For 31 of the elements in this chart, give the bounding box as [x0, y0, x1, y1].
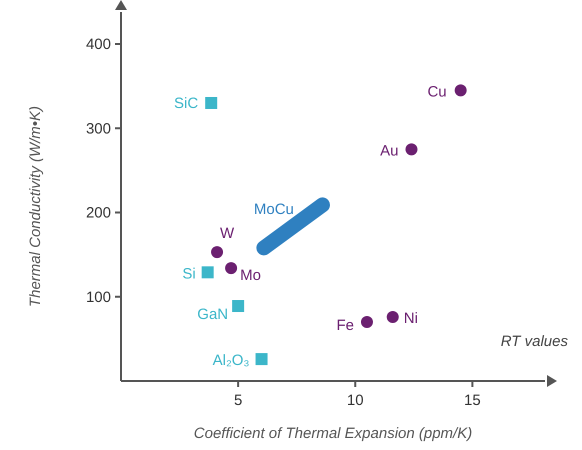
y-tick-label: 300	[86, 120, 111, 138]
series-label: MoCu	[254, 200, 294, 218]
y-tick-label: 400	[86, 36, 111, 54]
annotation: RT values	[500, 333, 568, 350]
annotation: GaN	[197, 306, 228, 324]
point	[232, 300, 244, 312]
annotation: Al₂O₃	[212, 352, 250, 370]
point	[202, 266, 214, 278]
annotation: W	[220, 225, 235, 242]
point	[386, 310, 399, 323]
point	[225, 262, 238, 274]
point	[405, 143, 418, 156]
annotation: SiC	[174, 94, 198, 112]
annotation: Ni	[404, 310, 418, 327]
point	[454, 84, 467, 96]
point	[256, 353, 268, 366]
annotation: Cu	[427, 83, 447, 100]
y-tick-label: 100	[86, 288, 111, 306]
y-axis-title: Thermal Conductivity (W/m•K)	[27, 106, 44, 308]
annotation: Si	[182, 265, 196, 282]
point	[360, 316, 373, 328]
y-tick-label: 200	[86, 204, 111, 222]
point	[205, 96, 218, 109]
x-tick-label: 15	[464, 392, 481, 409]
annotation: Au	[380, 142, 398, 160]
x-axis-title: Coefficient of Thermal Expansion (ppm/K)	[194, 425, 472, 442]
annotation: Fe	[336, 317, 354, 334]
point	[211, 246, 224, 258]
annotation: Mo	[240, 267, 261, 284]
x-tick-label: 5	[234, 392, 242, 409]
x-tick-label: 10	[346, 392, 364, 409]
